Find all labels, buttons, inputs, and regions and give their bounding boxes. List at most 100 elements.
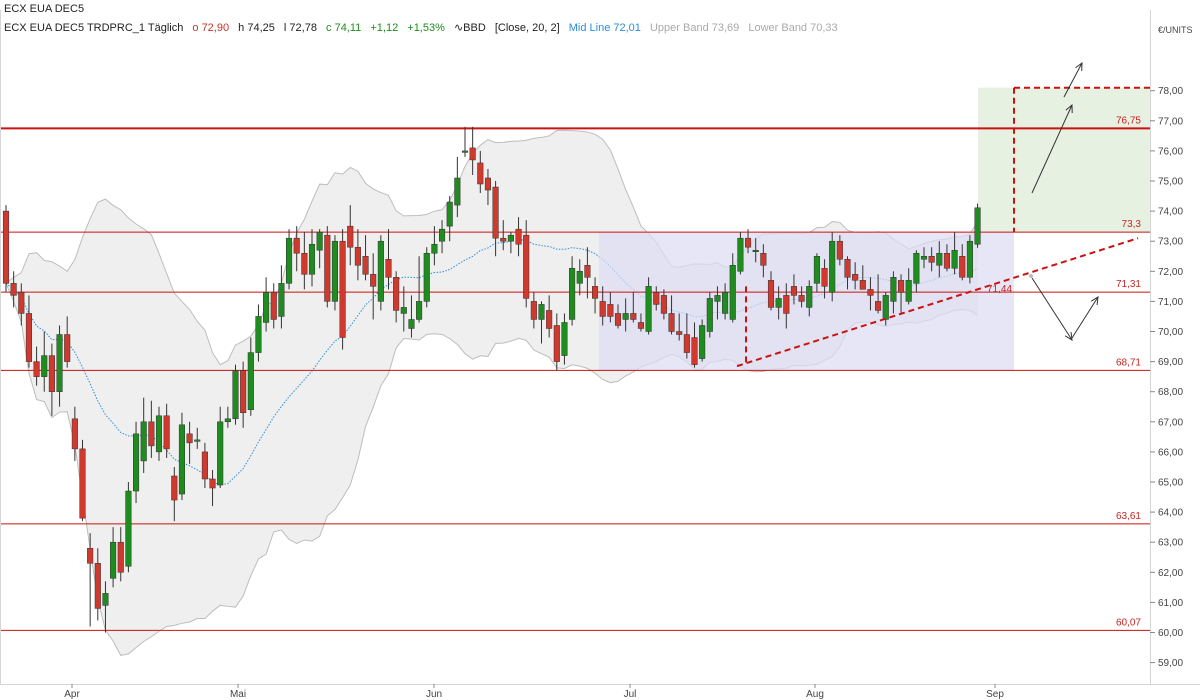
candle-down	[959, 256, 966, 278]
y-tick-label: 78,00	[1158, 86, 1183, 97]
candle-up	[446, 201, 453, 227]
candle	[224, 406, 231, 428]
candle	[178, 412, 185, 501]
candle-up	[224, 418, 231, 423]
target-arrow-2-head	[1075, 61, 1083, 72]
candle	[354, 229, 361, 281]
candle	[339, 229, 346, 350]
candle-up	[400, 307, 407, 314]
candle-down	[10, 283, 17, 296]
candle-down	[553, 325, 560, 362]
candle-up	[569, 268, 576, 320]
candle	[370, 253, 377, 320]
unit-label: €/UNITS	[1158, 25, 1193, 35]
candle-down	[362, 256, 369, 275]
candle-down	[393, 277, 400, 311]
candle	[492, 181, 499, 257]
candle	[331, 235, 338, 311]
candle	[64, 316, 71, 368]
candle-down	[94, 563, 101, 609]
candle-down	[117, 541, 124, 573]
candle	[133, 421, 140, 504]
x-tick-label: Sep	[986, 689, 1004, 700]
change-value: +1,12	[370, 22, 399, 34]
candle-up	[263, 292, 270, 323]
candle-down	[492, 186, 499, 239]
candle-up	[974, 207, 981, 245]
candle-down	[653, 292, 660, 305]
candle	[951, 232, 958, 275]
candle-down	[515, 228, 522, 245]
candle-down	[2, 210, 10, 284]
candle-up	[737, 237, 744, 272]
candle	[722, 283, 729, 320]
candle-down	[48, 355, 55, 392]
candle-down	[928, 256, 935, 263]
candle	[408, 295, 415, 338]
candle-down	[546, 310, 553, 329]
annotation-boxes	[599, 87, 1150, 371]
candle	[48, 343, 55, 416]
candle-up	[408, 319, 415, 329]
candle	[974, 203, 981, 248]
candle-up	[178, 424, 185, 495]
candle-down	[293, 237, 300, 254]
y-tick-label: 63,00	[1158, 538, 1183, 549]
candle-down	[186, 433, 193, 444]
candle-down	[477, 162, 484, 185]
candle	[454, 156, 461, 218]
candle	[584, 247, 591, 299]
y-tick-label: 60,00	[1158, 628, 1183, 639]
candle	[752, 238, 759, 263]
candle	[293, 226, 300, 272]
candle	[439, 220, 446, 254]
candle	[217, 406, 224, 489]
candle	[469, 126, 476, 175]
candle-down	[767, 280, 775, 308]
candle-down	[943, 252, 951, 269]
candle-down	[530, 301, 537, 320]
candle	[117, 527, 124, 582]
candle	[110, 527, 117, 588]
candle-down	[844, 259, 851, 278]
candle	[362, 235, 369, 281]
y-tick-label: 69,00	[1158, 357, 1183, 368]
candle-down	[683, 334, 690, 353]
candle-up	[232, 370, 239, 420]
candle	[477, 150, 484, 194]
candle	[775, 286, 782, 320]
candle	[630, 292, 637, 323]
candle	[645, 277, 652, 335]
candle-down	[87, 547, 94, 564]
candle-up	[461, 150, 469, 153]
candle	[622, 298, 629, 332]
mid-line-value: Mid Line 72,01	[568, 22, 641, 34]
y-tick-label: 76,00	[1158, 146, 1183, 157]
candle	[737, 232, 744, 275]
candle	[836, 235, 843, 266]
candle	[232, 364, 239, 425]
candle-up	[423, 252, 430, 302]
candle	[706, 292, 713, 338]
x-tick-label: Jul	[624, 689, 637, 700]
candle-up	[155, 415, 163, 453]
candle	[301, 232, 308, 290]
retest-arrow-up-head	[1090, 296, 1099, 306]
y-tick-label: 68,00	[1158, 387, 1183, 398]
candle-up	[905, 280, 912, 302]
candle	[637, 313, 645, 332]
candle	[561, 313, 568, 365]
candle-down	[240, 370, 247, 414]
candle	[599, 286, 606, 326]
candle-up	[125, 490, 132, 567]
candles	[2, 126, 981, 633]
y-tick-label: 61,00	[1158, 598, 1183, 609]
y-tick-label: 71,00	[1158, 297, 1183, 308]
handle-dot	[1029, 274, 1033, 278]
candle-up	[140, 421, 147, 462]
candle	[829, 232, 836, 302]
trendline-dashed	[736, 237, 1139, 368]
candle-down	[745, 237, 752, 248]
y-tick-label: 77,00	[1158, 116, 1183, 127]
